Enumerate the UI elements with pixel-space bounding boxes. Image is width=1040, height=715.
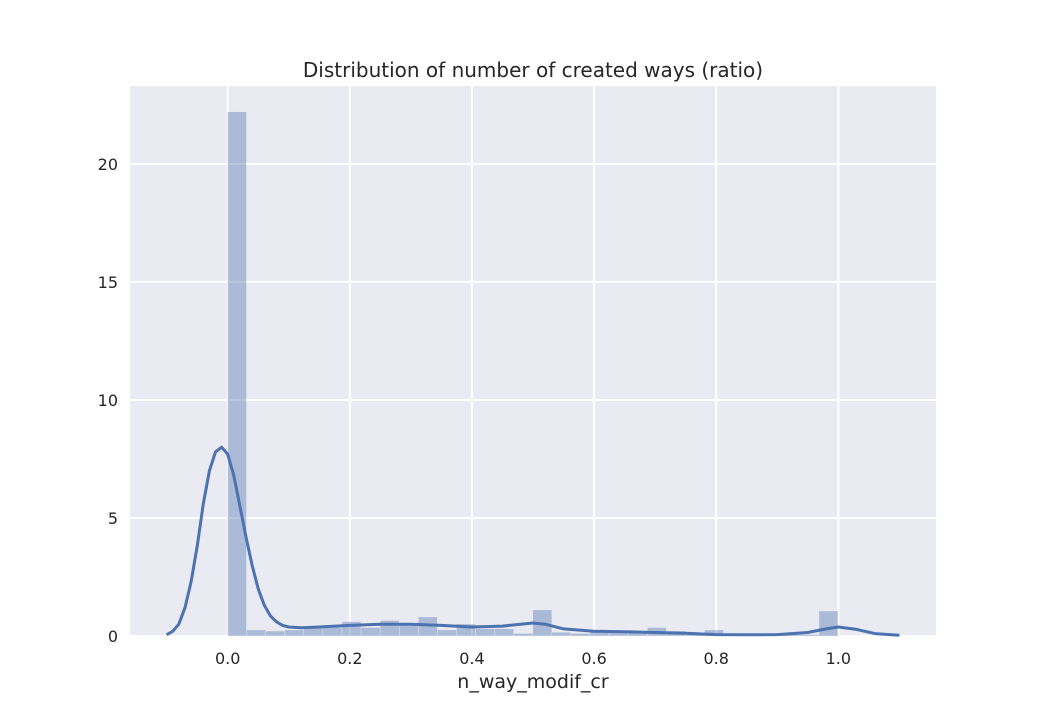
y-tick-label: 5 — [108, 509, 118, 528]
x-tick-label: 1.0 — [826, 649, 851, 668]
x-tick-label: 0.0 — [215, 649, 240, 668]
grid — [130, 86, 936, 637]
histogram-bar — [475, 628, 495, 636]
histogram-bar — [781, 634, 800, 636]
x-tick-label: 0.2 — [337, 649, 362, 668]
y-tick-label: 10 — [98, 391, 118, 410]
x-tick-label: 0.8 — [703, 649, 728, 668]
plot-background — [130, 86, 936, 636]
histogram-bar — [418, 617, 438, 636]
histogram-bar — [590, 632, 609, 636]
histogram-bar — [456, 624, 476, 636]
histogram-bar — [800, 634, 819, 636]
histogram-bar — [513, 633, 533, 636]
x-tick-label: 0.4 — [459, 649, 484, 668]
histogram-bar — [246, 630, 266, 636]
histogram-bar — [284, 630, 304, 636]
y-tick-labels: 0 5 10 15 20 — [98, 155, 118, 646]
x-tick-label: 0.6 — [581, 649, 606, 668]
y-tick-label: 20 — [98, 155, 118, 174]
histogram-bar — [399, 624, 419, 636]
histogram-bar — [494, 628, 514, 636]
histogram-bar — [628, 632, 647, 636]
histogram-bar — [323, 627, 342, 636]
histogram-bar — [361, 627, 380, 636]
histogram-bar — [552, 632, 571, 636]
histogram-bar — [819, 611, 838, 636]
x-axis-label: n_way_modif_cr — [457, 671, 609, 693]
histogram-bars — [227, 111, 838, 636]
histogram-bar — [571, 633, 590, 636]
histogram-bar — [304, 627, 323, 636]
histogram-bar — [437, 630, 457, 636]
chart-title: Distribution of number of created ways (… — [303, 58, 763, 82]
kde-line — [165, 445, 900, 637]
histogram-bar — [227, 111, 247, 636]
histogram-bar — [265, 631, 285, 636]
x-tick-labels: 0.0 0.2 0.4 0.6 0.8 1.0 — [215, 649, 851, 668]
y-tick-label: 15 — [98, 273, 118, 292]
histogram-bar — [609, 632, 628, 636]
y-tick-label: 0 — [108, 627, 118, 646]
